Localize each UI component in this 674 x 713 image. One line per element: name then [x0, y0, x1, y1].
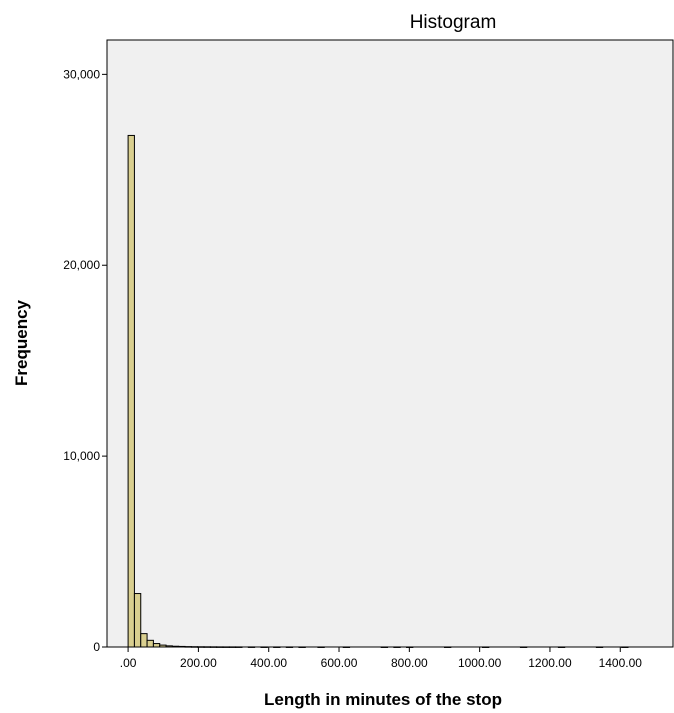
histogram-bar: [209, 646, 218, 648]
y-tick-label: 10,000: [63, 449, 100, 463]
y-tick-label: 30,000: [63, 67, 100, 81]
histogram-bar: [140, 633, 148, 648]
histogram-bar: [133, 593, 142, 648]
y-tick-label: 20,000: [63, 258, 100, 272]
histogram-bar: [184, 646, 192, 648]
x-tick-label: 200.00: [180, 656, 217, 670]
histogram-bar: [203, 646, 211, 648]
histogram-bar: [171, 645, 180, 648]
histogram-bar: [228, 646, 237, 648]
x-tick-label: 400.00: [250, 656, 287, 670]
histogram-bar: [260, 646, 268, 648]
histogram-bar: [393, 646, 401, 648]
histogram-bar: [247, 646, 256, 648]
histogram-bar: [216, 646, 224, 648]
histogram-bar: [190, 646, 199, 648]
histogram-bar: [621, 646, 629, 648]
histogram-bar: [165, 645, 173, 648]
x-tick-label: 1200.00: [528, 656, 572, 670]
histogram-bar: [298, 646, 306, 648]
histogram-bar: [380, 646, 389, 648]
x-axis: .00 200.00 400.00 600.00 800.00 1000.00 1200.0…: [120, 647, 643, 670]
histogram-bar: [273, 646, 281, 648]
histogram-bar: [519, 646, 528, 648]
histogram-bar: [152, 643, 161, 648]
bars-group: [127, 134, 629, 648]
x-tick-label: 1000.00: [458, 656, 502, 670]
x-axis-label: Length in minutes of the stop: [264, 690, 502, 709]
histogram-bar: [235, 646, 243, 648]
x-tick-label: .00: [120, 656, 137, 670]
y-tick-label: 0: [93, 640, 100, 654]
x-tick-label: 600.00: [321, 656, 358, 670]
histogram-bar: [146, 639, 154, 648]
histogram-bar: [178, 645, 186, 648]
histogram-bar: [317, 646, 325, 648]
y-axis-label: Frequency: [12, 299, 31, 386]
plot-area: [106, 39, 674, 648]
chart-title: Histogram: [410, 12, 497, 33]
histogram-bar: [127, 134, 135, 648]
histogram-bar: [222, 646, 230, 648]
x-tick-label: 1400.00: [599, 656, 643, 670]
x-tick-label: 800.00: [391, 656, 428, 670]
histogram-bar: [557, 646, 566, 648]
histogram-bar: [342, 646, 351, 648]
histogram-bar: [285, 646, 294, 648]
y-axis: 0 10,000 20,000 30,000: [63, 67, 107, 654]
histogram-bar: [481, 646, 490, 648]
histogram-bar: [443, 646, 452, 648]
histogram-bar: [159, 644, 167, 648]
histogram-bar: [595, 646, 604, 648]
